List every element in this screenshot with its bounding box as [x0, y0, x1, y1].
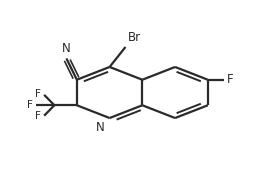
- Text: F: F: [27, 100, 32, 110]
- Text: N: N: [62, 42, 71, 55]
- Text: F: F: [35, 89, 41, 99]
- Text: F: F: [227, 73, 233, 86]
- Text: N: N: [96, 121, 105, 134]
- Text: F: F: [35, 111, 41, 121]
- Text: Br: Br: [128, 31, 141, 44]
